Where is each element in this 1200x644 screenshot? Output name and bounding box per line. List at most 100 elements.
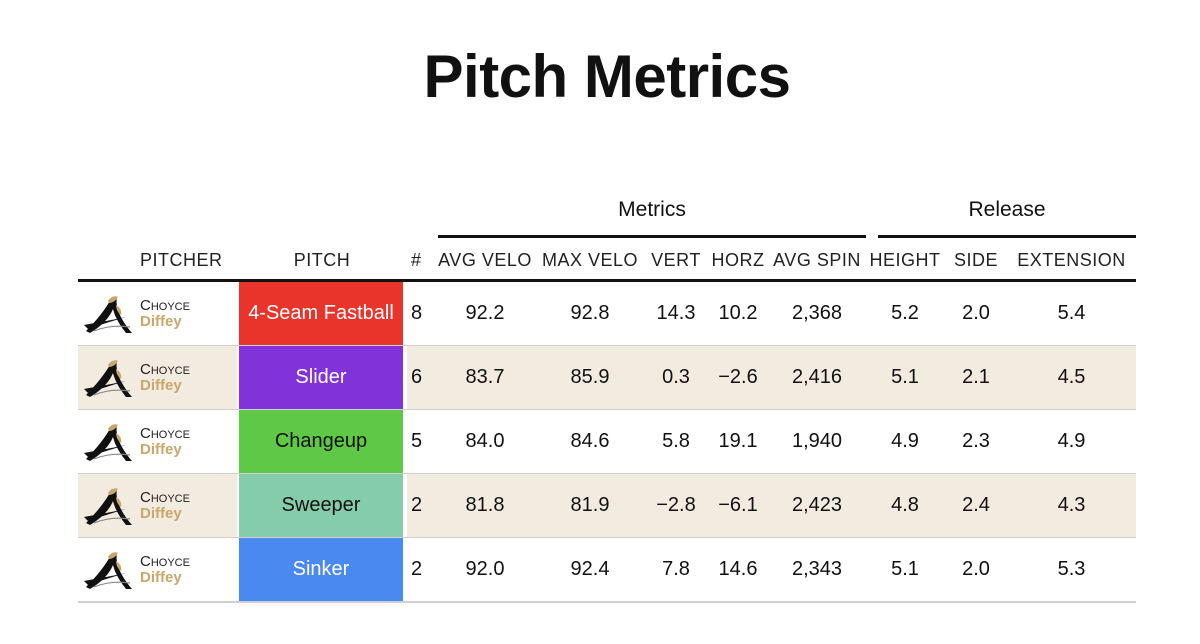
col-side: SIDE [945,241,1007,282]
horz-value: 19.1 [707,409,769,474]
max-velo-value: 92.4 [535,537,645,603]
logo-header [78,241,140,282]
table-row: Choyce Diffey Sinker 2 92.0 92.4 7.8 14.… [78,537,1136,603]
pitcher-name-cell: Choyce Diffey [140,409,237,474]
col-count: # [407,241,435,282]
side-value: 2.3 [945,409,1007,474]
pitcher-first-name: Choyce [140,488,190,506]
pitch-cell: Sweeper [237,473,407,538]
col-extension: EXTENSION [1007,241,1136,282]
team-logo-icon [84,487,132,525]
pitch-type-badge: Changeup [239,410,403,473]
vert-value: 5.8 [645,409,707,474]
height-value: 4.9 [865,409,945,474]
pitcher-first-name: Choyce [140,424,190,442]
horz-value: 14.6 [707,537,769,603]
vert-value: 14.3 [645,280,707,346]
table-row: Choyce Diffey Sweeper 2 81.8 81.9 −2.8 −… [78,473,1136,538]
pitch-cell: Slider [237,345,407,410]
vert-value: 0.3 [645,345,707,410]
avg-velo-value: 92.2 [435,280,535,346]
pitch-count: 8 [407,280,435,346]
horz-value: −6.1 [707,473,769,538]
vert-value: −2.8 [645,473,707,538]
horz-value: −2.6 [707,345,769,410]
team-logo-cell [78,409,140,474]
pitch-count: 6 [407,345,435,410]
avg-spin-value: 2,423 [769,473,865,538]
avg-spin-value: 1,940 [769,409,865,474]
col-height: HEIGHT [865,241,945,282]
height-value: 5.1 [865,537,945,603]
page-title: Pitch Metrics [423,43,791,110]
team-logo-icon [84,295,132,333]
table-row: Choyce Diffey Slider 6 83.7 85.9 0.3 −2.… [78,345,1136,410]
side-value: 2.4 [945,473,1007,538]
max-velo-value: 81.9 [535,473,645,538]
avg-velo-value: 83.7 [435,345,535,410]
avg-velo-value: 84.0 [435,409,535,474]
pitcher-last-name: Diffey [140,440,182,458]
pitcher-last-name: Diffey [140,376,182,394]
pitch-type-badge: Sweeper [239,474,403,537]
col-avg-velo: AVG VELO [435,241,535,282]
pitcher-last-name: Diffey [140,312,182,330]
pitch-count: 2 [407,537,435,603]
pitcher-first-name: Choyce [140,296,190,314]
col-max-velo: MAX VELO [535,241,645,282]
extension-value: 4.3 [1007,473,1136,538]
table-row: Choyce Diffey 4-Seam Fastball 8 92.2 92.… [78,280,1136,346]
pitch-count: 2 [407,473,435,538]
col-pitch: PITCH [237,241,407,282]
pitch-count: 5 [407,409,435,474]
team-logo-icon [84,359,132,397]
column-header-row: PITCHER PITCH # AVG VELO MAX VELO VERT H… [78,241,1136,282]
team-logo-cell [78,537,140,603]
col-horz: HORZ [707,241,769,282]
pitcher-name-cell: Choyce Diffey [140,537,237,603]
avg-spin-value: 2,368 [769,280,865,346]
avg-spin-value: 2,416 [769,345,865,410]
pitch-cell: Changeup [237,409,407,474]
team-logo-cell [78,280,140,346]
col-vert: VERT [645,241,707,282]
pitcher-first-name: Choyce [140,360,190,378]
pitch-cell: 4-Seam Fastball [237,280,407,346]
col-pitcher: PITCHER [140,241,237,282]
extension-value: 4.5 [1007,345,1136,410]
pitcher-last-name: Diffey [140,568,182,586]
max-velo-value: 85.9 [535,345,645,410]
pitcher-name-cell: Choyce Diffey [140,345,237,410]
avg-velo-value: 92.0 [435,537,535,603]
pitch-type-badge: Slider [239,346,403,409]
extension-value: 5.3 [1007,537,1136,603]
pitch-cell: Sinker [237,537,407,603]
vert-value: 7.8 [645,537,707,603]
pitch-type-badge: 4-Seam Fastball [239,282,403,345]
height-value: 5.1 [865,345,945,410]
side-value: 2.0 [945,537,1007,603]
metrics-group-header: Metrics [438,198,866,238]
avg-spin-value: 2,343 [769,537,865,603]
max-velo-value: 84.6 [535,409,645,474]
extension-value: 5.4 [1007,280,1136,346]
team-logo-icon [84,423,132,461]
col-avg-spin: AVG SPIN [769,241,865,282]
side-value: 2.1 [945,345,1007,410]
extension-value: 4.9 [1007,409,1136,474]
horz-value: 10.2 [707,280,769,346]
pitch-type-badge: Sinker [239,538,403,601]
team-logo-icon [84,551,132,589]
pitcher-name-cell: Choyce Diffey [140,473,237,538]
height-value: 5.2 [865,280,945,346]
team-logo-cell [78,473,140,538]
height-value: 4.8 [865,473,945,538]
pitcher-name-cell: Choyce Diffey [140,280,237,346]
pitcher-first-name: Choyce [140,552,190,570]
side-value: 2.0 [945,280,1007,346]
team-logo-cell [78,345,140,410]
release-group-header: Release [878,198,1136,238]
avg-velo-value: 81.8 [435,473,535,538]
table-row: Choyce Diffey Changeup 5 84.0 84.6 5.8 1… [78,409,1136,474]
pitch-metrics-table: PITCHER PITCH # AVG VELO MAX VELO VERT H… [78,241,1136,603]
